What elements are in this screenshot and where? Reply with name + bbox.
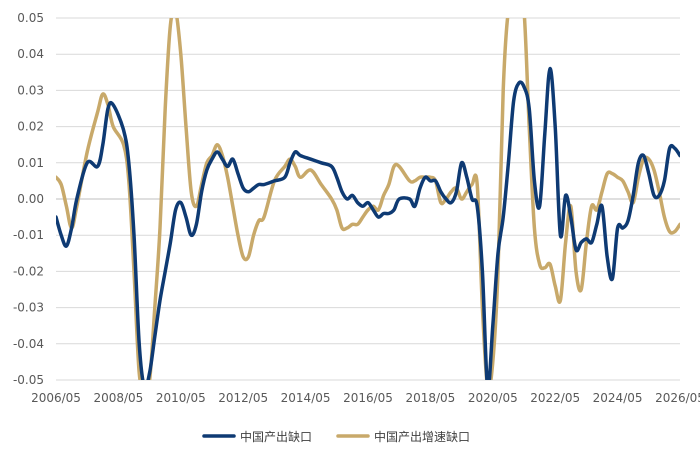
x-tick-label: 2026/05 <box>655 391 700 405</box>
y-tick-label: 0.04 <box>17 47 44 61</box>
x-tick-label: 2020/05 <box>468 391 518 405</box>
y-tick-label: -0.01 <box>13 228 44 242</box>
series-line-output-gap <box>56 66 680 380</box>
x-tick-label: 2024/05 <box>593 391 643 405</box>
series-line-output-growth-gap <box>56 18 680 380</box>
y-tick-label: 0.03 <box>17 83 44 97</box>
y-tick-label: -0.02 <box>13 264 44 278</box>
x-tick-label: 2014/05 <box>281 391 331 405</box>
y-tick-label: 0.00 <box>17 192 44 206</box>
legend-label: 中国产出增速缺口 <box>374 429 470 444</box>
y-tick-label: -0.03 <box>13 301 44 315</box>
x-tick-label: 2016/05 <box>343 391 393 405</box>
x-tick-label: 2006/05 <box>31 391 81 405</box>
y-tick-label: -0.04 <box>13 337 44 351</box>
x-tick-label: 2008/05 <box>93 391 143 405</box>
y-axis-tick-labels: 0.05 0.04 0.03 0.02 0.01 0.00 -0.01 -0.02 -0.03 -… <box>13 11 44 387</box>
legend: 中国产出缺口 中国产出增速缺口 <box>202 429 470 444</box>
y-tick-label: -0.05 <box>13 373 44 387</box>
x-axis-tick-labels: 2006/05 2008/05 2010/05 2012/05 2014/05 2016/… <box>31 391 700 405</box>
y-tick-label: 0.05 <box>17 11 44 25</box>
y-tick-label: 0.01 <box>17 156 44 170</box>
x-tick-label: 2012/05 <box>218 391 268 405</box>
x-tick-label: 2018/05 <box>405 391 455 405</box>
x-tick-label: 2010/05 <box>156 391 206 405</box>
y-tick-label: 0.02 <box>17 120 44 134</box>
x-tick-label: 2022/05 <box>530 391 580 405</box>
legend-label: 中国产出缺口 <box>240 429 312 444</box>
series-lines <box>56 18 680 380</box>
